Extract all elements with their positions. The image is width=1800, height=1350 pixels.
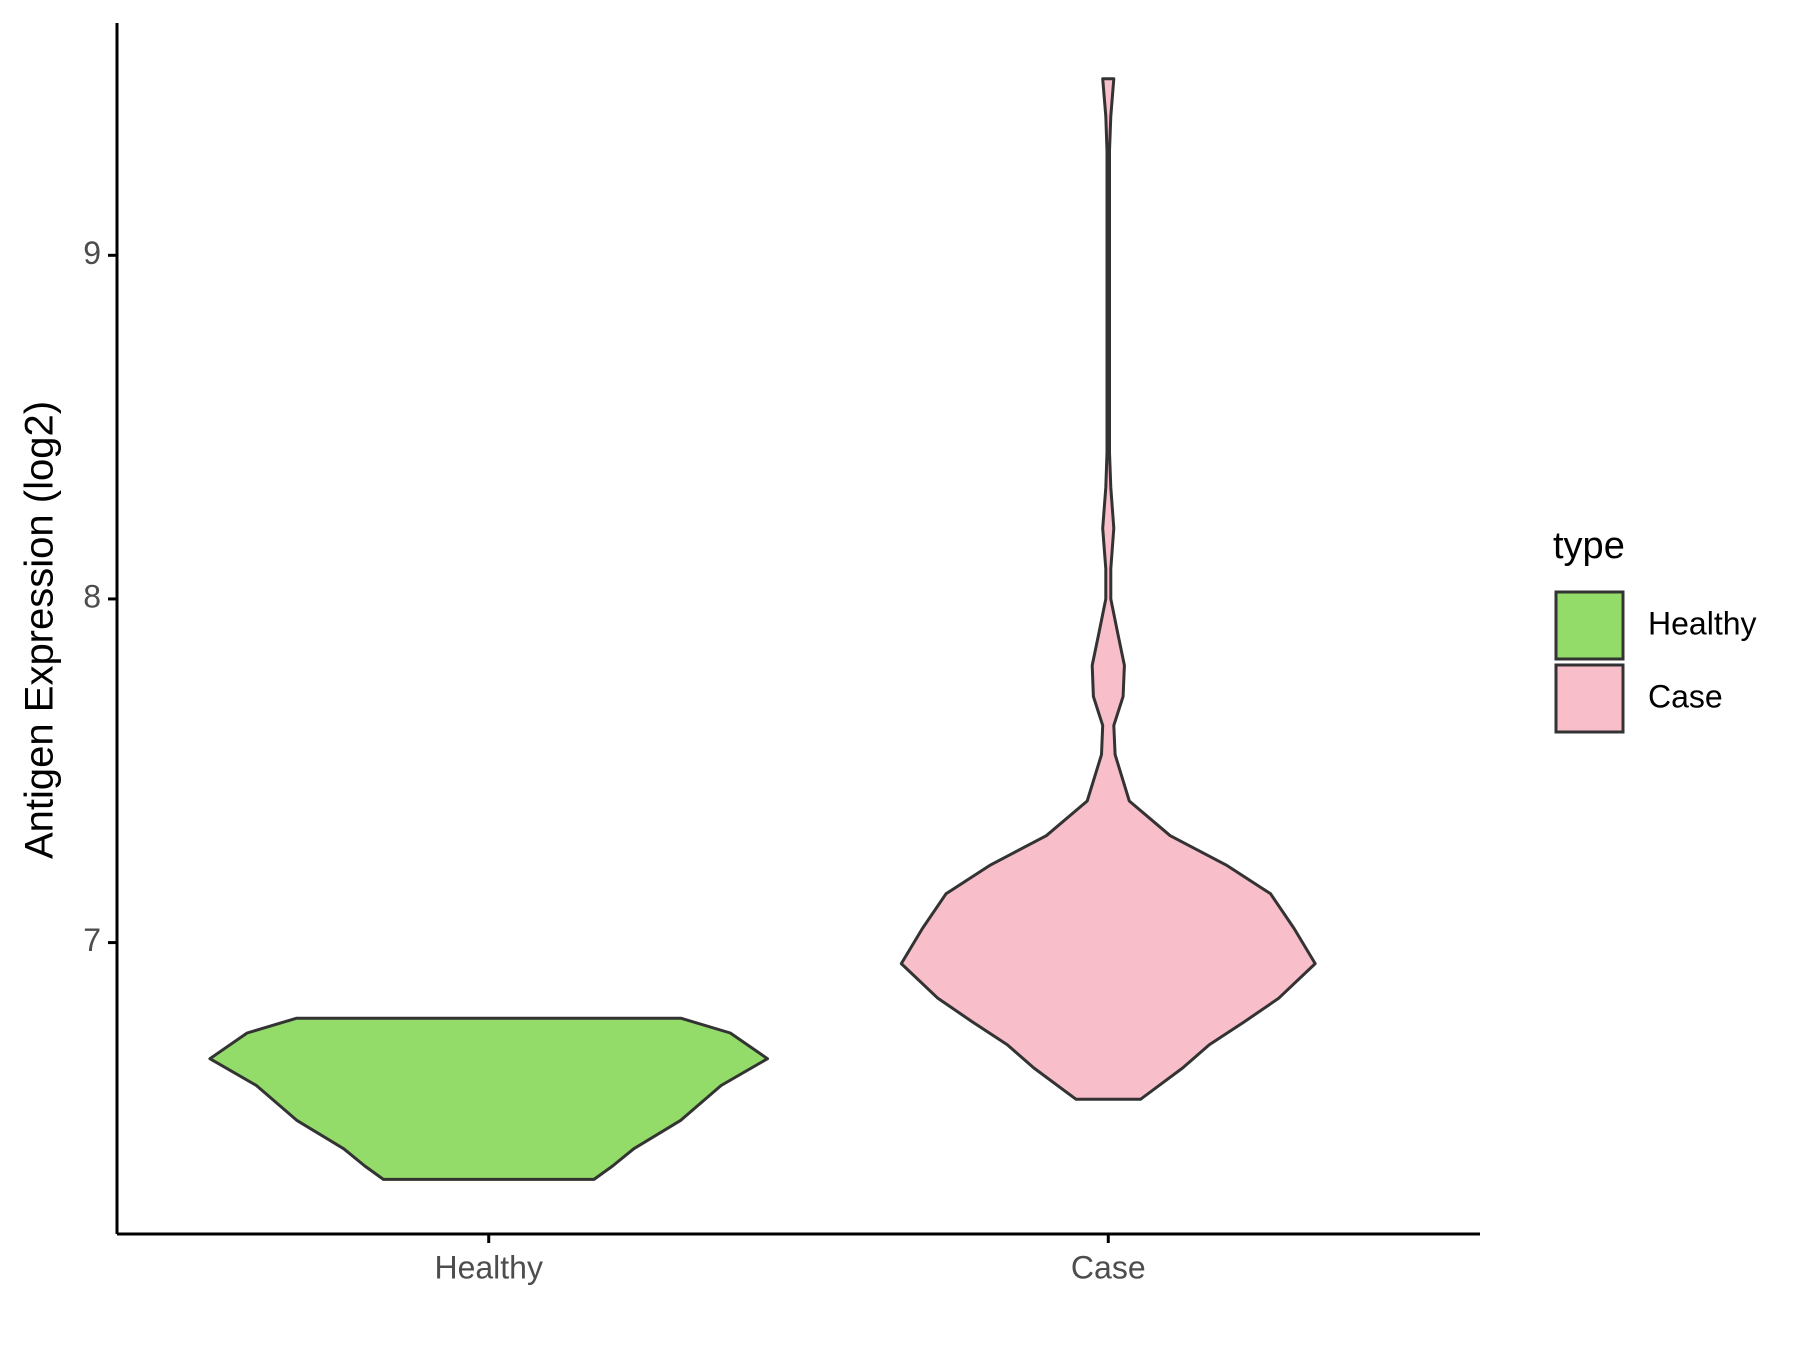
y-tick-label: 7 (83, 922, 101, 958)
y-tick-label: 9 (83, 235, 101, 271)
y-tick-label: 8 (83, 578, 101, 614)
x-tick-label: Case (1071, 1249, 1146, 1285)
violin (899, 77, 1317, 1101)
legend-label: Healthy (1648, 605, 1757, 641)
x-tick-label: Healthy (434, 1249, 543, 1285)
y-axis-title: Antigen Expression (log2) (18, 401, 62, 859)
legend-swatch (1554, 663, 1625, 734)
legend-swatch (1554, 590, 1625, 661)
legend-title: type (1553, 525, 1625, 567)
legend-label: Case (1648, 678, 1723, 714)
violin (208, 1016, 769, 1181)
